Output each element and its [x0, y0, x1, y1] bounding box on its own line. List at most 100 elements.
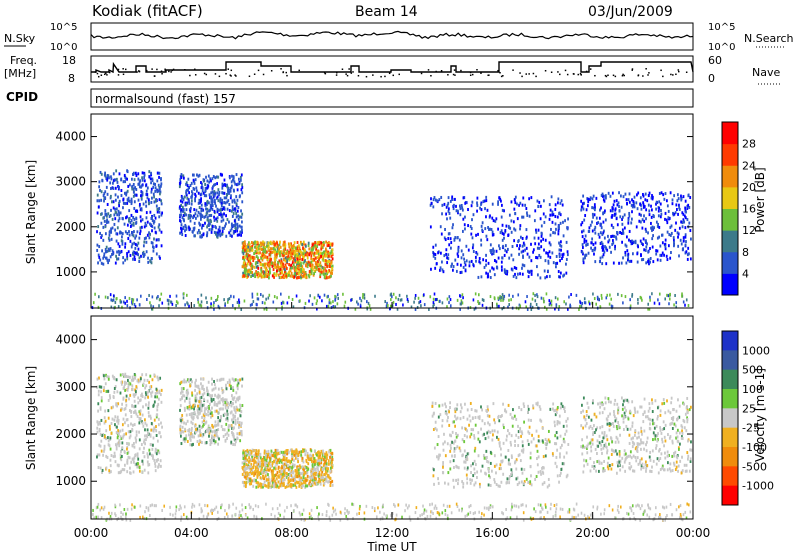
heatmap-cell	[302, 460, 305, 464]
heatmap-cell	[401, 515, 403, 519]
heatmap-cell	[155, 238, 158, 242]
heatmap-cell	[580, 208, 583, 212]
heatmap-cell	[630, 217, 633, 221]
heatmap-cell	[232, 295, 235, 299]
heatmap-cell	[110, 175, 112, 179]
heatmap-cell	[296, 465, 298, 469]
heatmap-cell	[117, 305, 120, 309]
heatmap-cell	[299, 263, 302, 267]
heatmap-cell	[221, 208, 224, 212]
heatmap-cell	[514, 211, 517, 215]
heatmap-cell	[145, 211, 148, 215]
heatmap-cell	[251, 466, 253, 470]
heatmap-cell	[247, 241, 250, 245]
heatmap-cell	[310, 268, 313, 272]
heatmap-cell	[103, 173, 106, 177]
heatmap-cell	[644, 198, 647, 202]
heatmap-cell	[682, 236, 685, 240]
heatmap-cell	[223, 207, 226, 211]
heatmap-cell	[605, 196, 607, 200]
heatmap-cell	[149, 301, 151, 305]
heatmap-cell	[434, 198, 437, 202]
heatmap-cell	[238, 215, 241, 219]
heatmap-cell	[640, 253, 642, 257]
heatmap-cell	[462, 217, 465, 221]
heatmap-cell	[210, 179, 212, 183]
heatmap-cell	[603, 210, 606, 214]
heatmap-cell	[274, 242, 277, 246]
heatmap-cell	[310, 514, 312, 518]
heatmap-cell	[159, 297, 162, 301]
heatmap-cell	[124, 230, 127, 234]
y-tick-label: 4000	[55, 130, 86, 144]
heatmap-cell	[646, 513, 649, 517]
heatmap-cell	[491, 249, 493, 253]
heatmap-cell	[511, 245, 514, 249]
heatmap-cell	[642, 243, 644, 247]
heatmap-cell	[134, 388, 137, 392]
heatmap-cell	[246, 516, 249, 520]
heatmap-cell	[669, 292, 671, 296]
heatmap-cell	[178, 181, 181, 185]
heatmap-cell	[224, 509, 226, 513]
heatmap-cell	[217, 304, 220, 308]
heatmap-cell	[119, 211, 122, 215]
heatmap-cell	[587, 200, 590, 204]
heatmap-cell	[193, 504, 196, 508]
heatmap-cell	[497, 296, 499, 300]
heatmap-cell	[283, 276, 285, 280]
heatmap-cell	[229, 229, 232, 233]
heatmap-cell	[145, 216, 148, 220]
heatmap-cell	[200, 192, 203, 196]
heatmap-cell	[314, 246, 317, 250]
heatmap-cell	[303, 479, 305, 483]
heatmap-cell	[331, 455, 334, 459]
heatmap-cell	[631, 241, 634, 245]
heatmap-cell	[256, 475, 259, 479]
heatmap-cell	[433, 506, 436, 510]
heatmap-cell	[489, 243, 492, 247]
heatmap-cell	[540, 296, 543, 300]
heatmap-cell	[106, 202, 109, 206]
heatmap-cell	[247, 477, 249, 481]
heatmap-cell	[140, 190, 143, 194]
heatmap-cell	[291, 477, 294, 481]
heatmap-cell	[315, 302, 318, 306]
heatmap-cell	[115, 207, 118, 211]
heatmap-cell	[114, 460, 117, 464]
heatmap-cell	[234, 221, 237, 225]
heatmap-cell	[147, 202, 150, 206]
heatmap-cell	[325, 477, 328, 481]
heatmap-cell	[247, 472, 249, 476]
heatmap-cell	[244, 271, 247, 275]
heatmap-cell	[103, 505, 106, 509]
heatmap-cell	[519, 224, 522, 228]
heatmap-cell	[293, 458, 295, 462]
heatmap-cell	[302, 475, 305, 479]
heatmap-cell	[560, 244, 563, 248]
heatmap-cell	[287, 484, 290, 488]
heatmap-cell	[223, 226, 225, 230]
heatmap-cell	[291, 463, 294, 467]
heatmap-cell	[202, 179, 205, 183]
heatmap-cell	[528, 214, 531, 218]
heatmap-cell	[596, 507, 598, 511]
heatmap-cell	[310, 248, 313, 252]
heatmap-cell	[259, 243, 262, 247]
heatmap-cell	[118, 199, 121, 203]
heatmap-cell	[539, 276, 542, 280]
heatmap-cell	[308, 299, 310, 303]
heatmap-cell	[208, 223, 210, 227]
heatmap-cell	[211, 224, 214, 228]
heatmap-cell	[285, 485, 288, 489]
heatmap-cell	[210, 200, 213, 204]
heatmap-cell	[200, 304, 203, 308]
heatmap-cell	[539, 255, 542, 259]
heatmap-cell	[135, 234, 138, 238]
heatmap-cell	[189, 219, 192, 223]
heatmap-cell	[586, 243, 589, 247]
nave-dot	[248, 75, 251, 78]
heatmap-cell	[552, 515, 554, 519]
heatmap-cell	[490, 250, 492, 254]
heatmap-cell	[277, 485, 280, 489]
